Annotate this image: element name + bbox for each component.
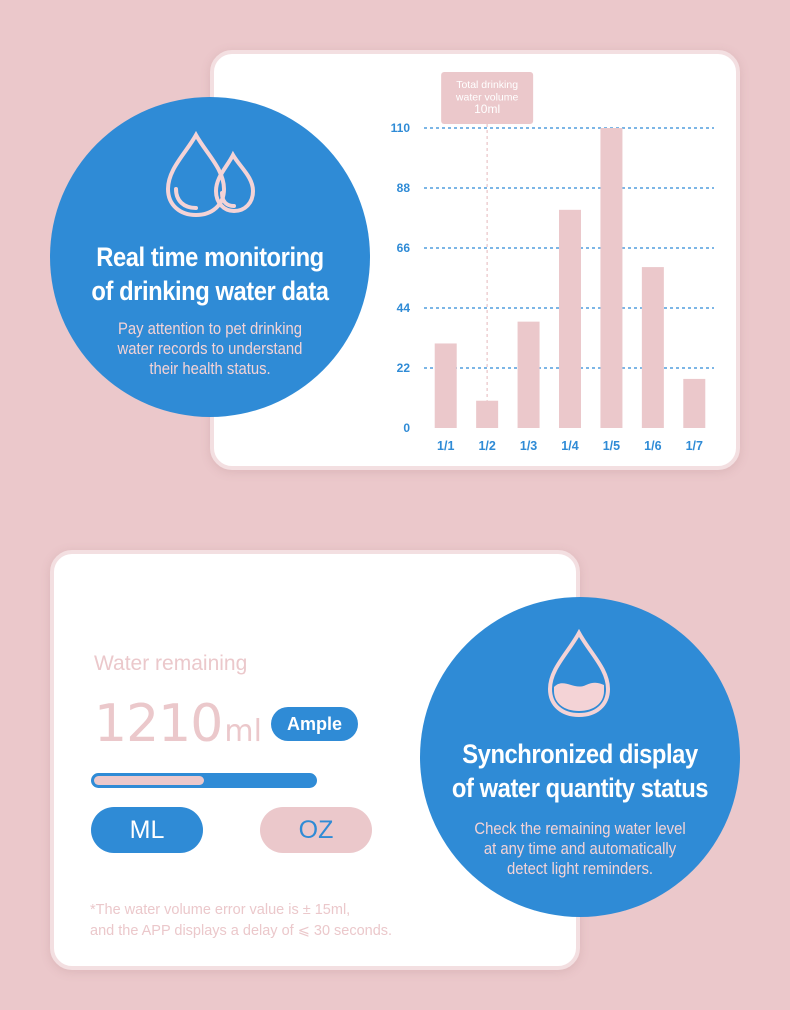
- x-tick-label: 1/3: [520, 439, 537, 453]
- x-tick-label: 1/4: [561, 439, 578, 453]
- y-tick-label: 22: [397, 361, 411, 375]
- water-remaining-label: Water remaining: [94, 652, 248, 675]
- monitoring-title-line2: of drinking water data: [91, 276, 329, 306]
- tooltip-text: Total drinking: [456, 79, 518, 91]
- x-tick-label: 1/1: [437, 439, 454, 453]
- y-tick-label: 44: [397, 301, 411, 315]
- oz-unit-button[interactable]: OZ: [260, 807, 372, 853]
- water-level-bar: [91, 773, 317, 788]
- y-tick-label: 66: [397, 241, 411, 255]
- sync-title-line1: Synchronized display: [462, 739, 698, 769]
- x-tick-label: 1/6: [644, 439, 661, 453]
- sync-desc-line1: Check the remaining water level: [474, 820, 686, 838]
- y-tick-label: 0: [403, 421, 410, 435]
- tooltip-text: water volume: [455, 92, 519, 104]
- monitoring-desc-line1: Pay attention to pet drinking: [117, 320, 303, 338]
- sync-desc-line3: detect light reminders.: [506, 860, 654, 878]
- sync-description: Check the remaining water level at any t…: [436, 819, 724, 879]
- chart-bar: [641, 267, 664, 428]
- water-remaining-value: 1210ml: [94, 694, 262, 754]
- sync-info-circle: Synchronized display of water quantity s…: [420, 597, 740, 917]
- y-tick-label: 88: [397, 181, 411, 195]
- chart-bar: [559, 209, 581, 428]
- y-tick-label: 110: [391, 121, 411, 135]
- disclaimer-line2: and the APP displays a delay of ⩽ 30 sec…: [90, 923, 393, 939]
- monitoring-info-circle: Real time monitoring of drinking water d…: [50, 97, 370, 417]
- ml-unit-button[interactable]: ML: [91, 807, 203, 853]
- water-amount: 1210: [94, 694, 223, 754]
- status-badge: Ample: [271, 707, 358, 741]
- drinking-bar-chart: 0 22 44 66 88 110 1/1 1/2 1/3 1/4 1/5 1/6 1/7 Total d…: [391, 72, 714, 453]
- chart-bar: [434, 343, 457, 428]
- water-drops-icon: [165, 131, 256, 218]
- sync-title: Synchronized display of water quantity s…: [439, 737, 721, 805]
- monitoring-desc-line3: their health status.: [149, 360, 271, 378]
- water-level-drop-icon: [547, 629, 611, 718]
- x-tick-label: 1/7: [686, 439, 703, 453]
- monitoring-description: Pay attention to pet drinking water reco…: [66, 319, 354, 379]
- disclaimer-line1: *The water volume error value is ± 15ml,: [90, 902, 351, 918]
- chart-bar: [517, 321, 540, 428]
- water-level-fill: [94, 776, 204, 785]
- sync-title-line2: of water quantity status: [451, 773, 709, 803]
- disclaimer-note: *The water volume error value is ± 15ml,…: [90, 900, 392, 942]
- chart-bar: [683, 378, 706, 428]
- monitoring-title-line1: Real time monitoring: [96, 242, 324, 272]
- x-tick-label: 1/5: [603, 439, 620, 453]
- tooltip-text: 10ml: [474, 102, 500, 116]
- tooltip-box: [441, 72, 534, 124]
- monitoring-title: Real time monitoring of drinking water d…: [69, 240, 351, 308]
- chart-bar: [600, 128, 623, 428]
- water-unit: ml: [224, 714, 262, 749]
- sync-desc-line2: at any time and automatically: [483, 840, 677, 858]
- chart-bar: [476, 400, 499, 428]
- monitoring-desc-line2: water records to understand: [117, 340, 303, 358]
- x-tick-label: 1/2: [478, 439, 495, 453]
